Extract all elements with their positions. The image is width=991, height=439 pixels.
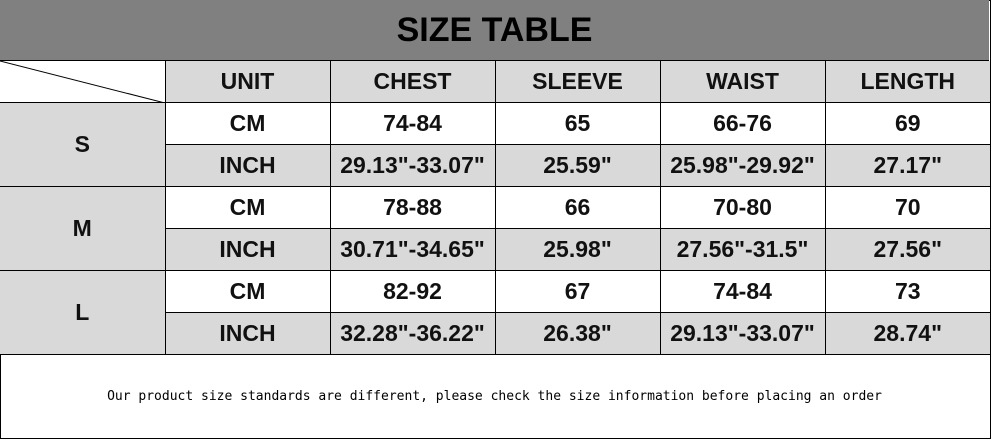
header-length: LENGTH [824, 61, 990, 103]
cell-length: 73 [824, 270, 990, 313]
cell-unit: CM [164, 186, 331, 229]
footer-note: Our product size standards are different… [107, 388, 882, 404]
cell-waist: 27.56"-31.5" [659, 228, 826, 271]
cell-sleeve: 25.98" [494, 228, 661, 271]
cell-chest: 78-88 [329, 186, 496, 229]
cell-unit: INCH [165, 228, 331, 271]
cell-chest: 29.13"-33.07" [329, 144, 496, 187]
size-label: S [0, 102, 166, 187]
table-row: M CM 78-88 66 70-80 70 [0, 186, 990, 271]
diagonal-corner-cell [0, 61, 166, 103]
table-row: INCH 30.71"-34.65" 25.98" 27.56"-31.5" 27.56… [0, 228, 990, 271]
cell-sleeve: 26.38" [494, 312, 661, 355]
cell-sleeve: 25.59" [494, 144, 661, 187]
cell-length: 69 [824, 102, 990, 145]
table-row: INCH 32.28"-36.22" 26.38" 29.13"-33.07" 28.7… [0, 312, 990, 355]
size-label: M [0, 186, 166, 271]
cell-unit: CM [164, 102, 331, 145]
table-row: L CM 82-92 67 74-84 73 [0, 270, 990, 355]
header-sleeve: SLEEVE [494, 61, 661, 103]
cell-chest: 30.71"-34.65" [329, 228, 496, 271]
cell-unit: CM [164, 270, 331, 313]
cell-unit: INCH [165, 312, 331, 355]
cell-waist: 29.13"-33.07" [659, 312, 826, 355]
cell-waist: 66-76 [659, 102, 826, 145]
header-waist: WAIST [659, 61, 826, 103]
header-unit: UNIT [164, 61, 331, 103]
cell-sleeve: 66 [494, 186, 661, 229]
table-row: S CM 74-84 65 66-76 69 [0, 102, 990, 187]
cell-length: 27.56" [824, 228, 990, 271]
cell-chest: 74-84 [329, 102, 496, 145]
page-title: SIZE TABLE [0, 0, 989, 61]
diagonal-line [0, 61, 165, 103]
cell-waist: 74-84 [659, 270, 826, 313]
size-label: L [0, 270, 166, 355]
cell-unit: INCH [165, 144, 331, 187]
cell-waist: 70-80 [659, 186, 826, 229]
size-table: UNIT CHEST SLEEVE WAIST LENGTH S CM 74-84 6… [0, 61, 990, 355]
cell-chest: 32.28"-36.22" [329, 312, 496, 355]
header-chest: CHEST [329, 61, 496, 103]
cell-length: 28.74" [824, 312, 990, 355]
cell-sleeve: 67 [494, 270, 661, 313]
cell-sleeve: 65 [494, 102, 661, 145]
table-row: INCH 29.13"-33.07" 25.59" 25.98"-29.92" 27.1… [0, 144, 990, 187]
cell-waist: 25.98"-29.92" [659, 144, 826, 187]
cell-chest: 82-92 [329, 270, 496, 313]
cell-length: 27.17" [824, 144, 990, 187]
header-row: UNIT CHEST SLEEVE WAIST LENGTH [0, 61, 990, 103]
cell-length: 70 [824, 186, 990, 229]
